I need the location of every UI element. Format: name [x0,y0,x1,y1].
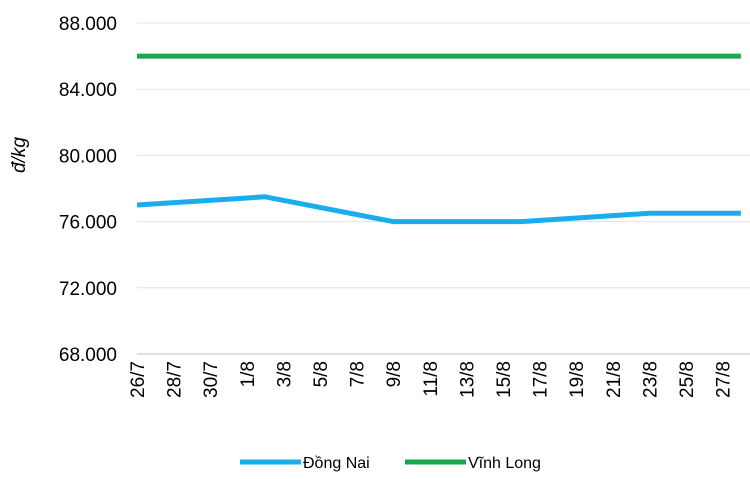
y-tick-label: 72.000 [59,279,117,300]
y-tick-label: 84.000 [59,80,117,101]
y-tick-label: 76.000 [59,213,117,234]
y-tick-label: 80.000 [59,146,117,167]
series-lines [136,53,741,225]
x-tick-label: 26/7 [128,361,149,398]
x-tick-label: 11/8 [421,361,442,397]
x-tick-label: 25/8 [677,361,698,398]
y-axis-label: đ/kg [9,137,30,173]
x-tick-label: 27/8 [714,361,735,398]
legend-label: Đồng Nai [303,455,370,472]
x-tick-label: 28/7 [165,361,186,398]
x-tick-label: 23/8 [640,361,661,398]
gridlines [137,22,750,289]
y-tick-label: 68.000 [59,345,117,366]
x-tick-label: 21/8 [604,361,625,398]
x-tick-label: 9/8 [384,361,405,387]
x-tick-label: 13/8 [457,361,478,398]
legend: Đồng Nai Vĩnh Long [240,455,541,472]
x-tick-labels: 26/7 28/7 30/7 1/8 3/8 5/8 7/8 9/8 11/8 13/8 15/8 1… [128,361,735,398]
series-line [136,194,741,225]
x-tick-label: 5/8 [311,361,332,387]
x-tick-label: 1/8 [238,361,259,387]
y-tick-label: 88.000 [59,14,117,35]
legend-label: Vĩnh Long [468,455,541,472]
x-tick-label: 19/8 [567,361,588,398]
x-tick-label: 7/8 [348,361,369,387]
x-tick-label: 3/8 [274,361,295,387]
x-tick-label: 15/8 [494,361,515,398]
x-tick-label: 30/7 [201,361,222,398]
y-tick-labels: 68.000 72.000 76.000 80.000 84.000 88.000 [59,14,117,366]
x-tick-label: 17/8 [531,361,552,398]
